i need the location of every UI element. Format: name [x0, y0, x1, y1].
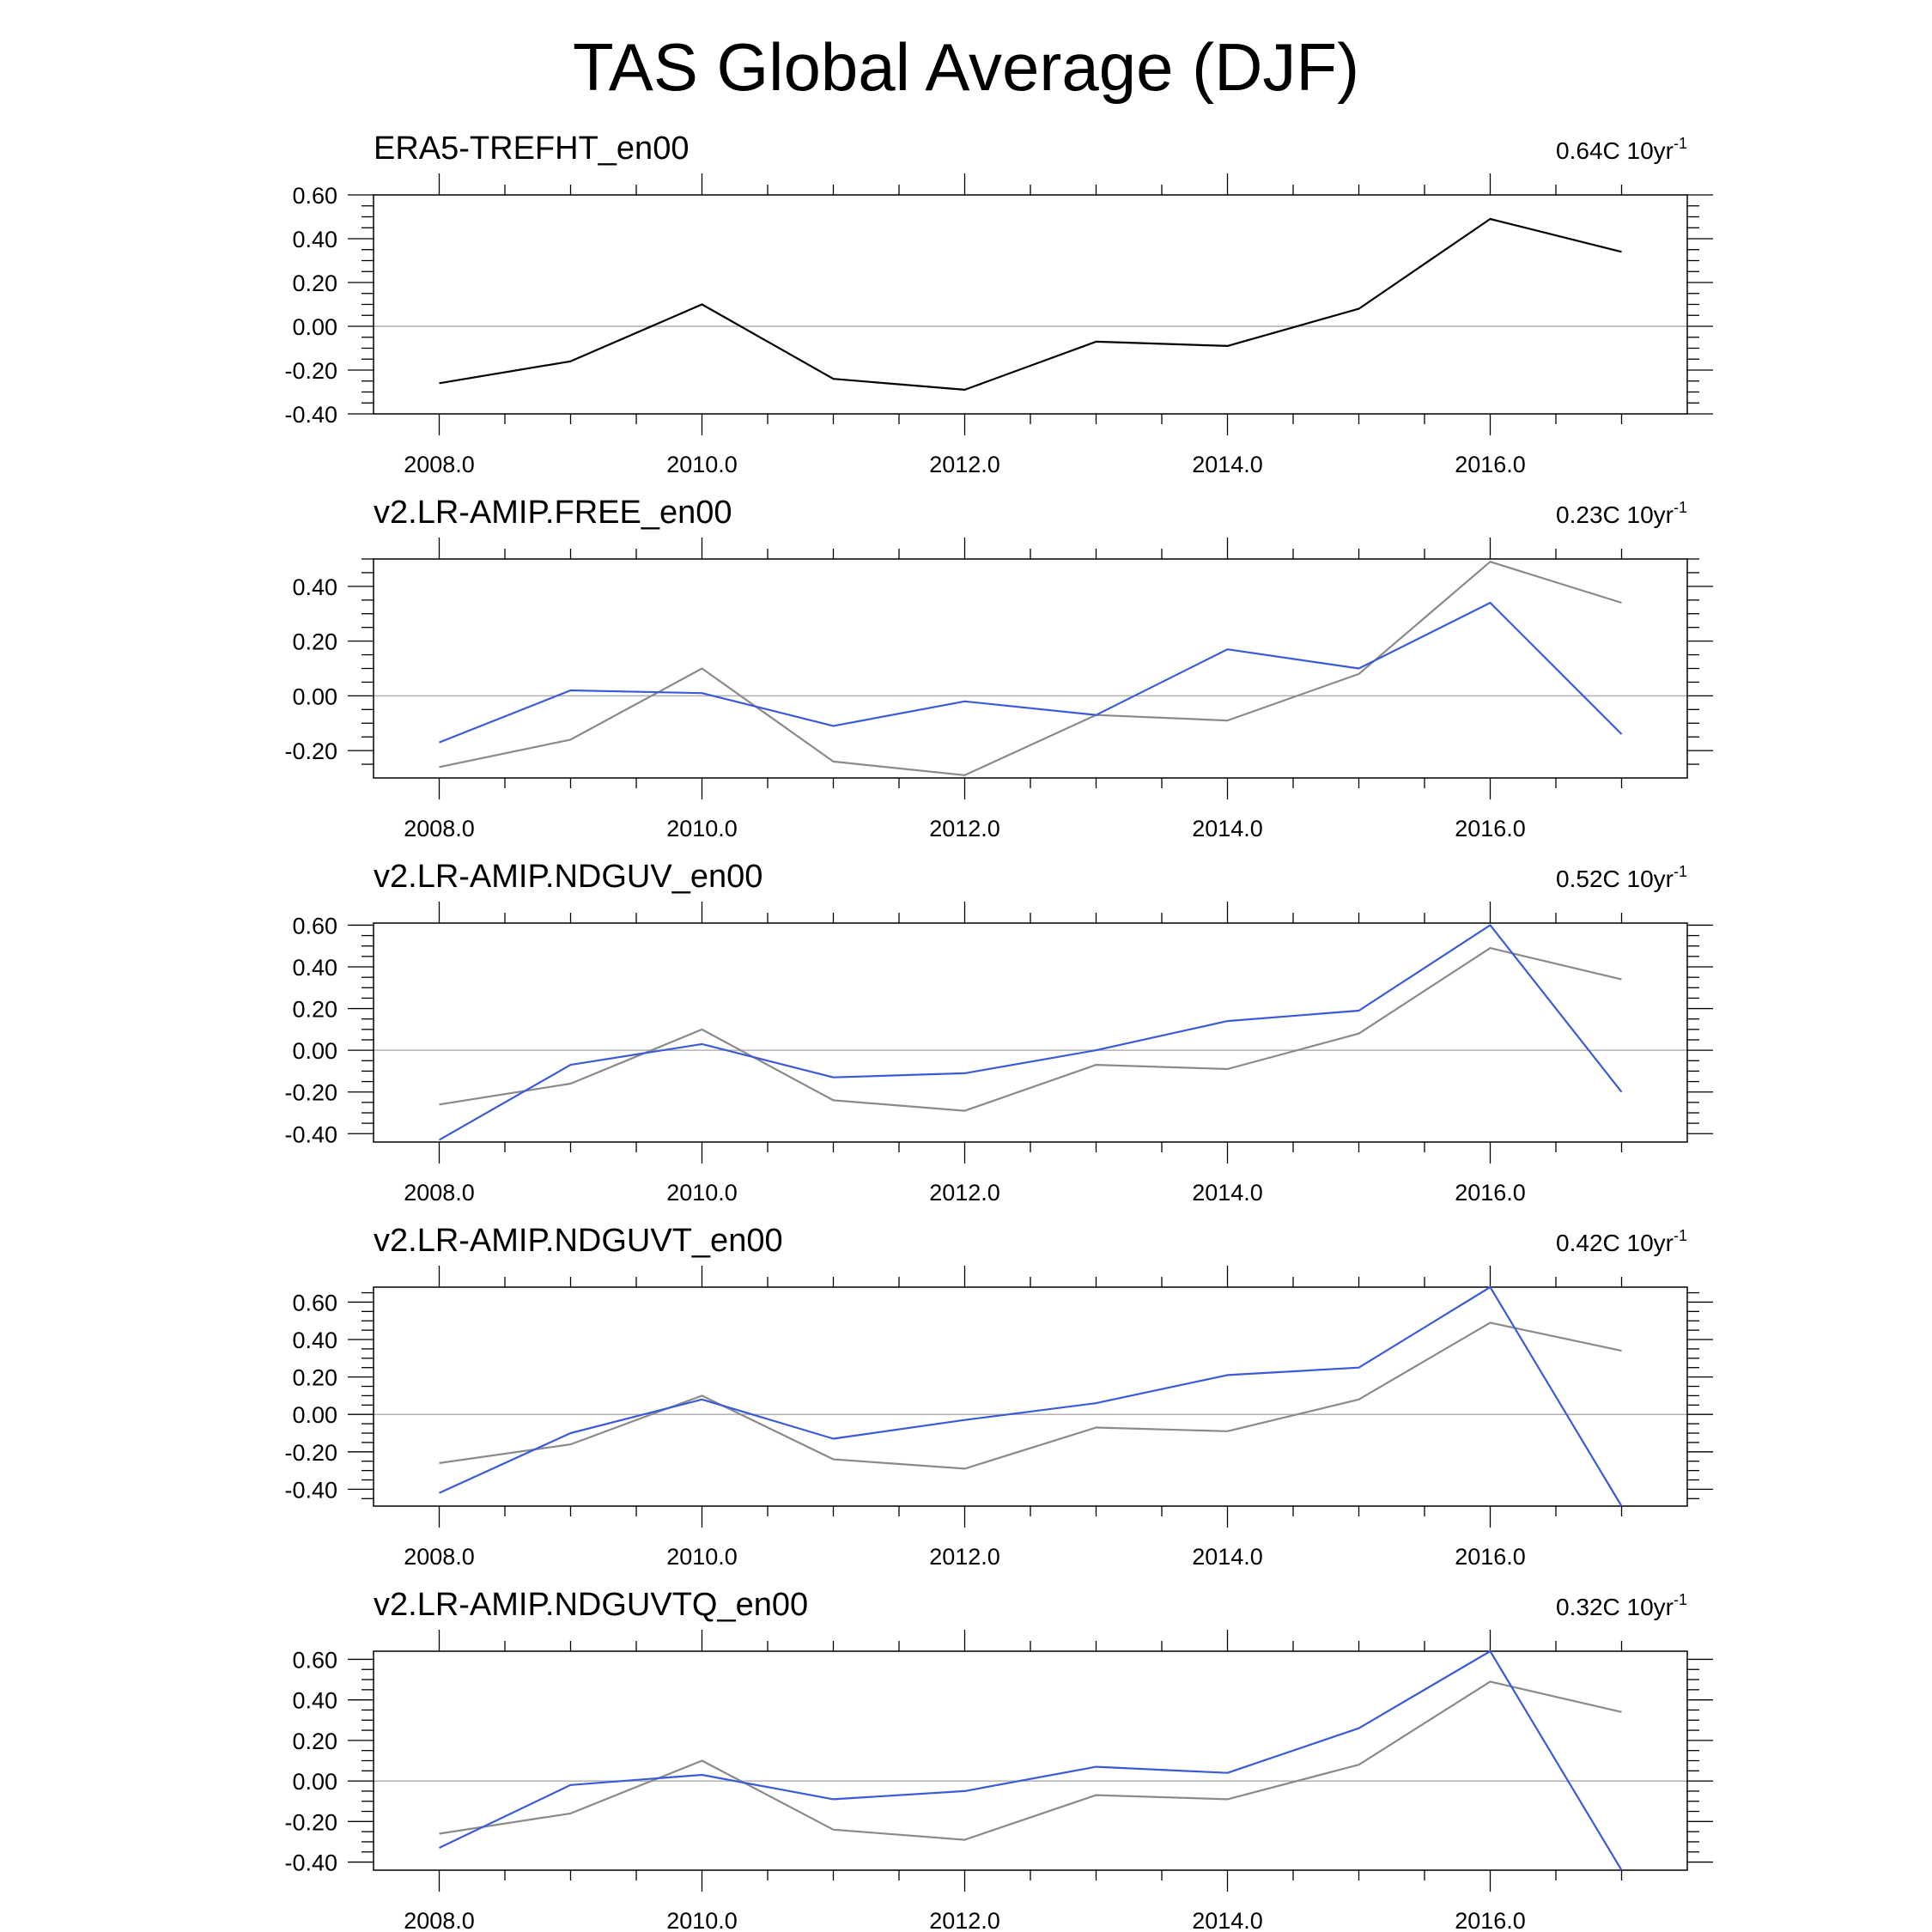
trend-label: 0.32C 10yr-1: [1556, 1591, 1687, 1620]
y-tick-label: 0.20: [292, 1728, 337, 1754]
trend-label: 0.52C 10yr-1: [1556, 863, 1687, 892]
y-tick-label: 0.60: [292, 183, 337, 209]
trend-exponent: -1: [1674, 1227, 1687, 1244]
x-tick-label: 2014.0: [1192, 1544, 1263, 1570]
y-tick-label: 0.40: [292, 955, 337, 981]
x-tick-label: 2012.0: [929, 816, 1000, 841]
x-tick-label: 2010.0: [666, 452, 738, 477]
panel-2: v2.LR-AMIP.FREE_en00 0.23C 10yr-1 2008.0 20…: [284, 495, 1713, 841]
y-tick-label: -0.20: [284, 1440, 337, 1466]
y-tick-label: 0.60: [292, 1290, 337, 1315]
trend-value: 0.32C 10yr: [1556, 1594, 1674, 1620]
trend-value: 0.52C 10yr: [1556, 866, 1674, 892]
x-tick-label: 2012.0: [929, 1908, 1000, 1932]
x-tick-label: 2016.0: [1455, 1180, 1526, 1206]
x-tick-label: 2008.0: [404, 1180, 475, 1206]
panel-title: v2.LR-AMIP.NDGUVTQ_en00: [374, 1587, 808, 1623]
y-tick-label: 0.40: [292, 574, 337, 600]
x-tick-label: 2016.0: [1455, 452, 1526, 477]
trend-exponent: -1: [1674, 1591, 1687, 1608]
series-line-model: [439, 601, 1623, 744]
x-tick-label: 2012.0: [929, 1544, 1000, 1570]
x-tick-label: 2016.0: [1455, 816, 1526, 841]
y-tick-label: 0.20: [292, 1365, 337, 1391]
y-tick-label: -0.20: [284, 738, 337, 764]
x-tick-label: 2010.0: [666, 816, 738, 841]
panel-title: v2.LR-AMIP.NDGUV_en00: [374, 859, 762, 895]
x-tick-label: 2008.0: [404, 1544, 475, 1570]
y-tick-label: -0.40: [284, 1850, 337, 1876]
x-tick-label: 2016.0: [1455, 1544, 1526, 1570]
series-line-reference: [439, 1321, 1622, 1470]
panel-3: v2.LR-AMIP.NDGUV_en00 0.52C 10yr-1 2008.0 2…: [284, 859, 1713, 1206]
series-line-reference: [439, 1680, 1622, 1841]
x-tick-label: 2014.0: [1192, 1180, 1263, 1206]
panel-1: ERA5-TREFHT_en00 0.64C 10yr-1 2008.0 2010.0…: [284, 131, 1713, 477]
figure-title: TAS Global Average (DJF): [573, 29, 1359, 105]
plot-frame: [373, 922, 1688, 1143]
y-tick-label: 0.40: [292, 1327, 337, 1353]
series-line-model: [439, 1285, 1623, 1507]
y-tick-label: 0.40: [292, 227, 337, 252]
y-tick-label: 0.60: [292, 1647, 337, 1673]
trend-exponent: -1: [1674, 499, 1687, 516]
x-tick-label: 2010.0: [666, 1180, 738, 1206]
trend-label: 0.64C 10yr-1: [1556, 135, 1687, 164]
y-tick-label: 0.20: [292, 997, 337, 1023]
trend-exponent: -1: [1674, 135, 1687, 152]
y-tick-label: 0.00: [292, 314, 337, 340]
y-tick-label: 0.60: [292, 913, 337, 939]
trend-label: 0.42C 10yr-1: [1556, 1227, 1687, 1256]
x-tick-label: 2014.0: [1192, 816, 1263, 841]
series-line-reference: [439, 561, 1622, 776]
x-tick-label: 2008.0: [404, 452, 475, 477]
trend-value: 0.64C 10yr: [1556, 137, 1674, 164]
x-tick-label: 2008.0: [404, 1908, 475, 1932]
x-tick-label: 2012.0: [929, 1180, 1000, 1206]
x-tick-label: 2012.0: [929, 452, 1000, 477]
trend-exponent: -1: [1674, 863, 1687, 880]
trend-value: 0.42C 10yr: [1556, 1230, 1674, 1256]
y-tick-label: 0.00: [292, 683, 337, 709]
y-tick-label: 0.20: [292, 270, 337, 296]
x-tick-label: 2016.0: [1455, 1908, 1526, 1932]
x-tick-label: 2010.0: [666, 1908, 738, 1932]
y-tick-label: -0.20: [284, 1080, 337, 1106]
trend-label: 0.23C 10yr-1: [1556, 499, 1687, 528]
panel-title: v2.LR-AMIP.NDGUVT_en00: [374, 1223, 783, 1259]
panel-title: v2.LR-AMIP.FREE_en00: [374, 495, 732, 531]
series-line-reference_top: [439, 217, 1622, 391]
x-tick-label: 2010.0: [666, 1544, 738, 1570]
panel-4: v2.LR-AMIP.NDGUVT_en00 0.42C 10yr-1 2008.0…: [284, 1223, 1713, 1570]
y-tick-label: 0.00: [292, 1769, 337, 1795]
series-line-model: [438, 924, 1623, 1141]
x-tick-label: 2008.0: [404, 816, 475, 841]
trend-value: 0.23C 10yr: [1556, 501, 1674, 528]
plot-frame: [373, 1286, 1688, 1507]
x-tick-label: 2014.0: [1192, 452, 1263, 477]
y-tick-label: -0.40: [284, 1477, 337, 1503]
y-tick-label: -0.40: [284, 402, 337, 428]
y-tick-label: 0.00: [292, 1038, 337, 1064]
y-tick-label: -0.40: [284, 1121, 337, 1147]
y-tick-label: 0.20: [292, 629, 337, 655]
plot-frame: [373, 1650, 1688, 1871]
y-tick-label: -0.20: [284, 358, 337, 384]
series-line-reference: [439, 946, 1622, 1112]
y-tick-label: 0.00: [292, 1402, 337, 1428]
plot-frame: [373, 194, 1688, 415]
panel-title: ERA5-TREFHT_en00: [374, 131, 689, 167]
series-line-model: [439, 1649, 1623, 1871]
y-tick-label: 0.40: [292, 1688, 337, 1714]
y-tick-label: -0.20: [284, 1809, 337, 1835]
panel-5: v2.LR-AMIP.NDGUVTQ_en00 0.32C 10yr-1 2008.…: [284, 1587, 1713, 1932]
x-tick-label: 2014.0: [1192, 1908, 1263, 1932]
